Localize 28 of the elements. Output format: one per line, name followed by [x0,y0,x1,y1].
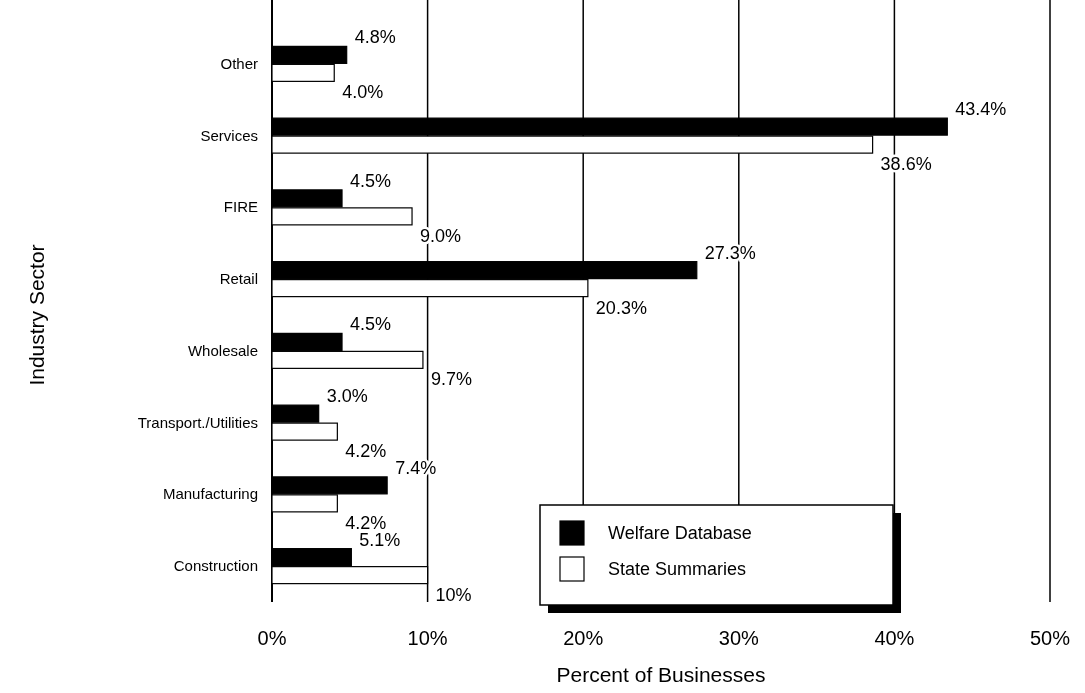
data-label: 43.4% [955,99,1007,120]
data-label: 4.5% [350,314,392,335]
data-label: 4.0% [342,82,384,103]
data-label: 4.5% [350,170,392,191]
data-label: 3.0% [326,386,368,407]
y-tick-label: Other [220,54,258,72]
y-tick-label: Construction [173,557,258,575]
data-label: 4.2% [345,441,387,462]
x-tick-label: 40% [874,627,915,649]
data-label: 20.3% [595,297,647,318]
x-tick-label: 30% [718,627,760,649]
x-tick-label: 10% [407,627,448,649]
data-label: 4.8% [354,27,396,48]
y-tick-label: Retail [219,270,258,288]
y-tick-label: Manufacturing [162,485,258,503]
x-tick-label: 0% [257,627,287,649]
x-tick-label: 50% [1029,627,1071,649]
legend-label: Welfare Database [608,523,752,543]
data-label: 9.7% [430,369,472,390]
legend-label: State Summaries [608,559,747,579]
x-tick-label: 20% [563,627,604,649]
y-tick-label: Wholesale [187,341,258,359]
x-axis-title: Percent of Businesses [556,663,766,686]
y-axis-title: Industry Sector [25,244,48,386]
data-label: 10% [435,584,472,605]
y-tick-label: FIRE [223,198,258,216]
y-tick-label: Transport./Utilities [137,413,258,431]
y-tick-label: Services [200,126,258,144]
